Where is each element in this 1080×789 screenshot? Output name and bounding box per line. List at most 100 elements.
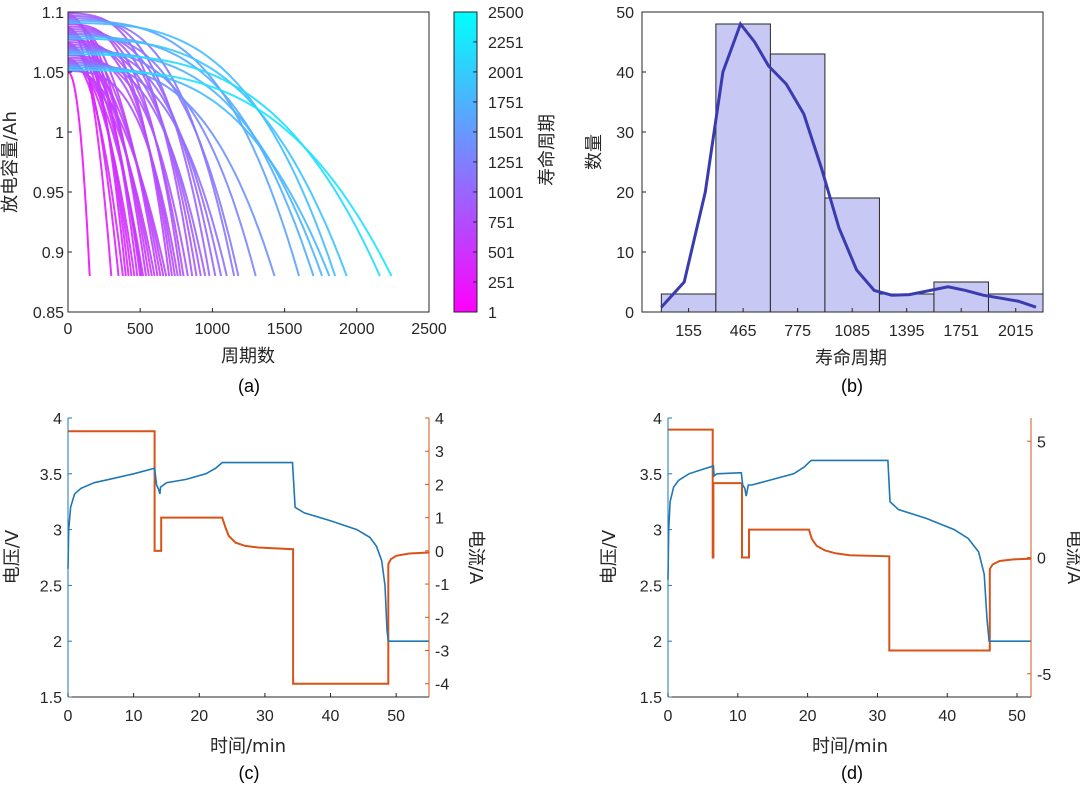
panel-c-voltage-line xyxy=(67,461,429,642)
panel-b-histogram-bars xyxy=(660,23,1044,313)
capacity-curve xyxy=(67,37,348,277)
left-y-tick-label: 4 xyxy=(653,411,662,428)
right-y-tick-label: -4 xyxy=(435,677,449,694)
panel-b-axes-box xyxy=(641,11,1044,313)
left-y-tick-label: 3.5 xyxy=(40,467,62,484)
capacity-curve xyxy=(67,56,189,277)
panel-a-axes-box xyxy=(67,11,430,313)
right-y-tick-label: -1 xyxy=(435,577,449,594)
y-tick-label: 20 xyxy=(616,185,634,202)
x-tick-label: 465 xyxy=(730,323,757,340)
panel-b-y-label: 数量 xyxy=(584,134,605,170)
left-y-tick-label: 4 xyxy=(53,411,62,428)
colorbar-tick-label: 1751 xyxy=(488,95,524,112)
capacity-curve xyxy=(67,69,179,277)
panel-c: 0 10 20 30 40 50 1.5 2 2.5 3 3.5 4 -4 -3 -2 -1 0 1 2 3 4 时… xyxy=(2,411,486,783)
panel-d-left-y-label: 电压/V xyxy=(599,529,620,584)
panel-b-caption: (b) xyxy=(841,376,863,396)
colorbar-tick-label: 1501 xyxy=(488,125,524,142)
right-y-tick-label: -2 xyxy=(435,610,449,627)
capacity-curve xyxy=(67,67,168,277)
capacity-curve xyxy=(67,63,276,277)
y-tick-label: 0.9 xyxy=(42,245,64,262)
x-tick-label: 155 xyxy=(675,323,702,340)
panel-b-x-label: 寿命周期 xyxy=(815,348,887,369)
x-tick-label: 0 xyxy=(664,708,673,725)
capacity-curve xyxy=(67,50,324,277)
panel-a-capacity-curves xyxy=(67,12,393,277)
right-y-tick-label: 2 xyxy=(435,477,444,494)
right-y-tick-label: 3 xyxy=(435,444,444,461)
panel-a: 0 500 1000 1500 2000 2500 0.85 0.9 0.95 1 1.05 1.1… xyxy=(0,5,558,396)
panel-c-right-y-label: 电流/A xyxy=(465,530,486,585)
x-tick-label: 0 xyxy=(64,708,73,725)
panel-c-axes xyxy=(67,418,430,698)
panel-d: 0 10 20 30 40 50 1.5 2 2.5 3 3.5 4 -5 0 5 时间/min 电压/… xyxy=(599,411,1080,783)
capacity-curve xyxy=(67,59,207,277)
panel-a-caption: (a) xyxy=(238,376,260,396)
capacity-curve xyxy=(67,66,331,277)
capacity-curve xyxy=(67,32,240,277)
panel-a-y-ticks: 0.85 0.9 0.95 1 1.05 1.1 xyxy=(33,5,72,322)
right-y-tick-label: -5 xyxy=(1037,667,1051,684)
y-tick-label: 50 xyxy=(616,5,634,22)
x-tick-label: 30 xyxy=(256,708,274,725)
capacity-curve xyxy=(67,71,91,277)
panel-d-right-y-ticks: -5 0 5 xyxy=(1027,434,1051,684)
capacity-curve xyxy=(67,53,381,277)
colorbar-tick-label: 751 xyxy=(488,215,515,232)
x-tick-label: 1500 xyxy=(267,321,303,338)
x-tick-label: 50 xyxy=(1008,708,1026,725)
panel-b-x-ticks: 155 465 775 1085 1395 1751 2015 xyxy=(675,308,1034,340)
x-tick-label: 20 xyxy=(190,708,208,725)
colorbar-tick-label: 1251 xyxy=(488,155,524,172)
left-y-tick-label: 1.5 xyxy=(640,690,662,707)
panel-d-voltage-line xyxy=(667,459,1031,642)
x-tick-label: 10 xyxy=(729,708,747,725)
right-y-tick-label: 5 xyxy=(1037,434,1046,451)
capacity-curve xyxy=(67,68,393,277)
x-tick-label: 1085 xyxy=(834,323,870,340)
panel-a-y-label: 放电容量/Ah xyxy=(0,111,21,213)
y-tick-label: 30 xyxy=(616,125,634,142)
panel-c-x-ticks: 0 10 20 30 40 50 xyxy=(64,693,405,725)
histogram-bar xyxy=(769,53,826,313)
x-tick-label: 50 xyxy=(387,708,405,725)
x-tick-label: 30 xyxy=(869,708,887,725)
capacity-curve xyxy=(67,61,228,277)
colorbar-tick-label: 2251 xyxy=(488,35,524,52)
left-y-tick-label: 3 xyxy=(653,523,662,540)
panel-c-x-label: 时间/min xyxy=(210,736,286,757)
x-tick-label: 40 xyxy=(322,708,340,725)
left-y-tick-label: 3.5 xyxy=(640,467,662,484)
right-y-tick-label: 0 xyxy=(1037,551,1046,568)
left-y-tick-label: 1.5 xyxy=(40,690,62,707)
x-tick-label: 775 xyxy=(784,323,811,340)
capacity-curve xyxy=(67,21,337,277)
panel-d-caption: (d) xyxy=(841,763,863,783)
x-tick-label: 1000 xyxy=(195,321,231,338)
histogram-bar xyxy=(715,23,771,313)
colorbar-tick-label: 251 xyxy=(488,275,515,292)
x-tick-label: 2000 xyxy=(339,321,375,338)
panel-d-left-y-ticks: 1.5 2 2.5 3 3.5 4 xyxy=(640,411,672,707)
right-y-tick-label: 1 xyxy=(435,511,444,528)
colorbar-tick-label: 501 xyxy=(488,245,515,262)
capacity-curve xyxy=(67,19,300,277)
y-tick-label: 1.05 xyxy=(33,65,64,82)
capacity-curve xyxy=(67,30,217,277)
panel-c-left-y-ticks: 1.5 2 2.5 3 3.5 4 xyxy=(40,411,72,707)
x-tick-label: 20 xyxy=(799,708,817,725)
capacity-curve xyxy=(67,17,236,277)
x-tick-label: 10 xyxy=(125,708,143,725)
panel-a-x-ticks: 0 500 1000 1500 2000 2500 xyxy=(64,308,447,338)
y-tick-label: 1 xyxy=(55,125,64,142)
x-tick-label: 2015 xyxy=(998,323,1034,340)
y-tick-label: 40 xyxy=(616,65,634,82)
colorbar-tick-label: 1 xyxy=(488,305,497,322)
left-y-tick-label: 2.5 xyxy=(640,578,662,595)
left-y-tick-label: 3 xyxy=(53,523,62,540)
x-tick-label: 2500 xyxy=(411,321,447,338)
